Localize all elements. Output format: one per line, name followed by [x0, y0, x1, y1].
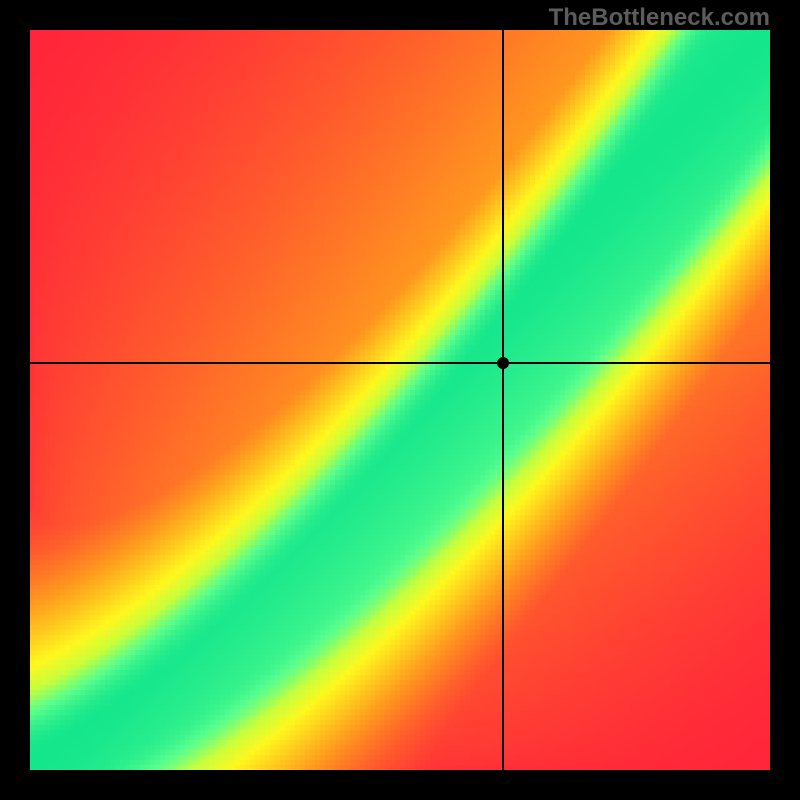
bottleneck-heatmap — [30, 30, 770, 770]
crosshair-vertical — [502, 30, 504, 770]
chart-container: TheBottleneck.com — [0, 0, 800, 800]
watermark-text: TheBottleneck.com — [549, 4, 770, 32]
crosshair-marker — [497, 357, 509, 369]
crosshair-horizontal — [30, 362, 770, 364]
